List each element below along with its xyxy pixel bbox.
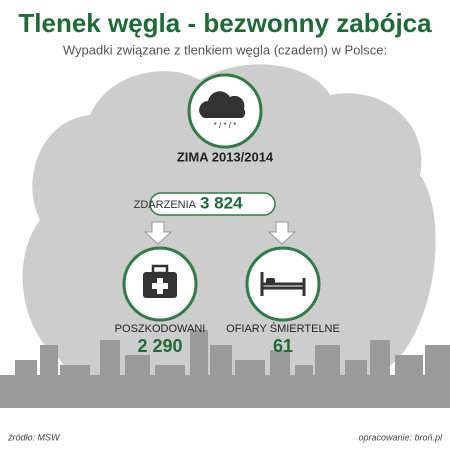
- snow-icon: * / * / *: [214, 121, 237, 130]
- title: Tlenek węgla - bezwonny zabójca: [18, 8, 432, 38]
- bed-pillow: [266, 278, 275, 284]
- skyline: [0, 330, 450, 410]
- incidents-value: 3 824: [200, 193, 243, 212]
- season: ZIMA 2013/2014: [177, 149, 274, 164]
- incidents-label: ZDARZENIA: [134, 199, 197, 211]
- smoke-cloud: [22, 64, 436, 388]
- deaths-value: 61: [273, 336, 293, 356]
- footer-bar: [0, 408, 450, 450]
- bed-icon: [260, 272, 306, 296]
- credit: opracowanie: broń.pl: [358, 432, 443, 442]
- medkit-cross: [152, 278, 168, 294]
- incidents-pill: [149, 192, 276, 216]
- source: źródło: MSW: [7, 432, 61, 442]
- injured-label: POSZKODOWANI: [115, 323, 206, 335]
- subtitle: Wypadki związane z tlenkiem węgla (czade…: [63, 42, 387, 57]
- medkit-handle: [151, 264, 169, 275]
- injured-value: 2 290: [137, 336, 182, 356]
- arrows: [143, 221, 297, 245]
- cloud-icon: [199, 91, 246, 118]
- deaths-label: OFIARY ŚMIERTELNE: [226, 322, 340, 335]
